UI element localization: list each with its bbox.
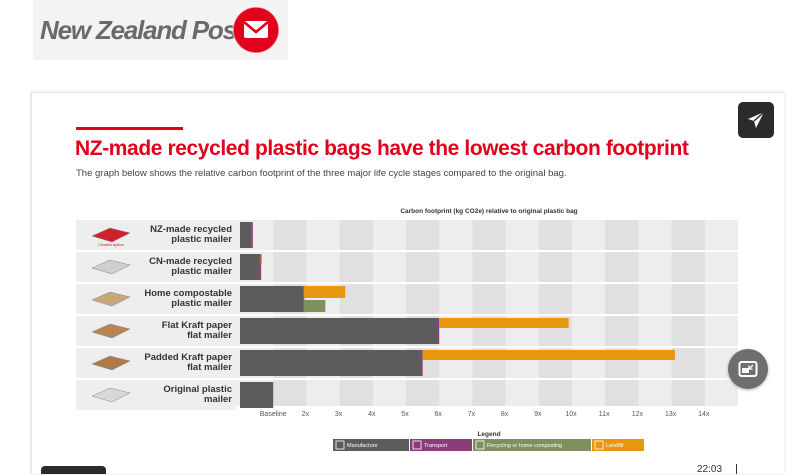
legend-entry: Landfill [606, 443, 623, 449]
bar-landfill [260, 254, 262, 264]
bar-transport [420, 350, 423, 376]
bar-recycling [303, 300, 326, 312]
product-thumbnail-icon [91, 259, 131, 275]
row-label: flat mailer [187, 330, 232, 341]
x-tick-label: 10x [565, 411, 577, 418]
row-label: mailer [204, 394, 232, 405]
logo-wordmark: New Zealand Post [40, 15, 245, 45]
row-label: Original plastic [163, 384, 232, 395]
x-tick-label: 12x [632, 411, 644, 418]
bar-transport [437, 318, 440, 344]
bar-manufacture [240, 286, 304, 312]
row-label: CN-made recycled [149, 256, 232, 267]
x-tick-label: 2x [302, 411, 310, 418]
chosen-option-badge: Chosen option [98, 242, 124, 247]
bar-manufacture [240, 254, 260, 280]
share-button[interactable] [738, 102, 774, 138]
legend-swatch [592, 439, 644, 451]
legend-entry: Manufacture [347, 443, 378, 449]
row-label: plastic mailer [171, 298, 232, 309]
slide-subtitle: The graph below shows the relative carbo… [76, 168, 567, 179]
bar-manufacture [240, 382, 274, 408]
presentation-slide: NZ-made recycled plastic bags have the l… [31, 92, 784, 475]
row-label: NZ-made recycled [150, 224, 232, 235]
bar-manufacture [240, 222, 252, 248]
product-thumbnail-icon [91, 291, 131, 307]
legend-icon [412, 440, 422, 450]
x-tick-label: 14x [698, 411, 710, 418]
bar-landfill [439, 318, 569, 328]
bar-transport [303, 286, 305, 312]
x-tick-label: 7x [468, 411, 476, 418]
row-label: Padded Kraft paper [144, 352, 232, 363]
chart-title: Carbon footprint (kg CO2e) relative to o… [400, 208, 577, 215]
title-accent-bar [76, 127, 183, 130]
x-tick-label: 13x [665, 411, 677, 418]
legend-entry: Transport [424, 443, 448, 449]
bar-manufacture [240, 318, 438, 344]
x-tick-label: 11x [599, 411, 610, 418]
bar-manufacture [240, 350, 421, 376]
bar-landfill [303, 286, 346, 298]
paper-plane-icon [748, 111, 765, 128]
bar-landfill [422, 350, 675, 360]
legend-icon [475, 440, 485, 450]
legend-swatch [473, 439, 591, 451]
row-label: plastic mailer [171, 266, 232, 277]
x-tick-label: 6x [434, 411, 442, 418]
row-label: plastic mailer [171, 234, 232, 245]
legend-title: Legend [477, 431, 500, 438]
x-tick-label: 4x [368, 411, 376, 418]
product-thumbnail-icon [91, 355, 131, 371]
picture-in-picture-button[interactable] [728, 349, 768, 389]
row-label: Flat Kraft paper [162, 320, 233, 331]
x-tick-label: 9x [534, 411, 542, 418]
legend-swatch [410, 439, 472, 451]
time-readout: 22:03 [697, 464, 723, 475]
legend-icon [594, 440, 604, 450]
video-control-tab[interactable] [41, 466, 106, 474]
brand-logo: New Zealand Post [33, 0, 288, 60]
time-divider [736, 464, 737, 474]
product-thumbnail-icon [91, 227, 131, 243]
picture-in-picture-icon [738, 361, 758, 377]
product-thumbnail-icon [91, 323, 131, 339]
legend-entry: Recycling or home composting [487, 443, 562, 449]
x-tick-label: 5x [401, 411, 409, 418]
legend-icon [335, 440, 345, 450]
slide-title: NZ-made recycled plastic bags have the l… [75, 137, 689, 160]
product-thumbnail-icon [91, 387, 131, 403]
carbon-footprint-chart: Carbon footprint (kg CO2e) relative to o… [76, 208, 738, 451]
x-tick-label: 8x [501, 411, 509, 418]
row-label: flat mailer [187, 362, 232, 373]
x-tick-label: Baseline [260, 411, 287, 418]
bar-transport [259, 254, 262, 280]
row-label: Home compostable [144, 288, 232, 299]
legend-swatch [333, 439, 409, 451]
bar-transport [251, 222, 253, 248]
x-tick-label: 3x [335, 411, 343, 418]
envelope-logo-icon [232, 6, 280, 54]
